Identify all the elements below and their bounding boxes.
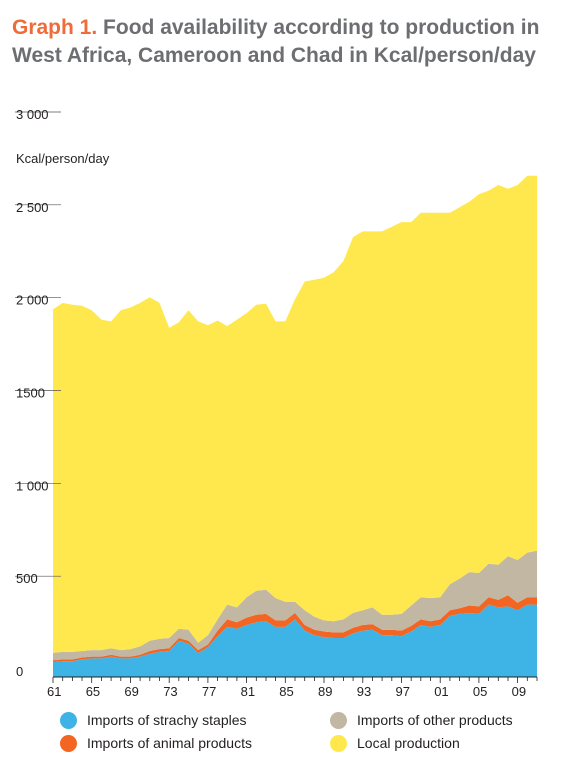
area-chart: 0 500 1 000 1500 2 000 2 500 3 000 61 65 69 73 77 8… bbox=[15, 107, 538, 699]
x-tick-label-73: 73 bbox=[163, 684, 177, 699]
x-tick-label-05: 05 bbox=[473, 684, 487, 699]
x-tick-label-69: 69 bbox=[124, 684, 138, 699]
y-tick-label-2-500: 2 500 bbox=[16, 200, 49, 215]
y-tick-label-1500: 1500 bbox=[16, 386, 45, 401]
legend-swatch-strachy-staples bbox=[60, 711, 77, 729]
y-tick-label-1-000: 1 000 bbox=[16, 478, 49, 493]
y-tick-label-2-000: 2 000 bbox=[16, 293, 49, 308]
legend-swatch-other-products bbox=[330, 711, 347, 729]
x-tick-label-77: 77 bbox=[202, 684, 216, 699]
legend-item-strachy-staples: Imports of strachy staples bbox=[60, 710, 247, 730]
x-tick-label-61: 61 bbox=[47, 684, 61, 699]
x-tick-label-85: 85 bbox=[279, 684, 293, 699]
chart-y-axis: 0 500 1 000 1500 2 000 2 500 3 000 bbox=[16, 107, 49, 679]
legend-item-local-production: Local production bbox=[330, 733, 460, 753]
y-tick-label-500: 500 bbox=[16, 571, 38, 586]
legend-item-other-products: Imports of other products bbox=[330, 710, 513, 730]
x-tick-label-09: 09 bbox=[512, 684, 526, 699]
legend-label-local-production: Local production bbox=[357, 735, 460, 751]
chart-title-prefix: Graph 1. bbox=[12, 16, 98, 39]
area-series-local-production bbox=[53, 175, 537, 653]
chart-x-axis: 61 65 69 73 77 81 85 89 93 97 01 05 09 bbox=[47, 676, 538, 699]
x-tick-label-01: 01 bbox=[434, 684, 448, 699]
legend-swatch-animal-products bbox=[60, 734, 77, 752]
chart-legend: Imports of strachy staples Imports of an… bbox=[60, 710, 560, 755]
x-tick-label-97: 97 bbox=[396, 684, 410, 699]
legend-item-animal-products: Imports of animal products bbox=[60, 733, 252, 753]
chart-y-gridlines bbox=[15, 111, 61, 577]
y-tick-label-0: 0 bbox=[16, 664, 23, 679]
y-tick-label-3-000: 3 000 bbox=[16, 107, 49, 122]
chart-title: Graph 1. Food availability according to … bbox=[12, 14, 567, 70]
area-series-imports-of-strachy-staples bbox=[53, 604, 537, 677]
x-tick-label-65: 65 bbox=[86, 684, 100, 699]
x-tick-label-93: 93 bbox=[357, 684, 371, 699]
area-series-imports-of-animal-products bbox=[53, 595, 537, 663]
chart-title-text: Food availability according to productio… bbox=[12, 16, 540, 67]
legend-label-strachy-staples: Imports of strachy staples bbox=[87, 712, 247, 728]
x-tick-label-81: 81 bbox=[241, 684, 255, 699]
chart-areas bbox=[53, 175, 537, 677]
x-tick-label-89: 89 bbox=[318, 684, 332, 699]
chart-unit-label: Kcal/person/day bbox=[16, 151, 110, 166]
area-series-imports-of-other-products bbox=[53, 550, 537, 661]
legend-label-animal-products: Imports of animal products bbox=[87, 735, 252, 751]
legend-swatch-local-production bbox=[330, 734, 347, 752]
legend-label-other-products: Imports of other products bbox=[357, 712, 513, 728]
